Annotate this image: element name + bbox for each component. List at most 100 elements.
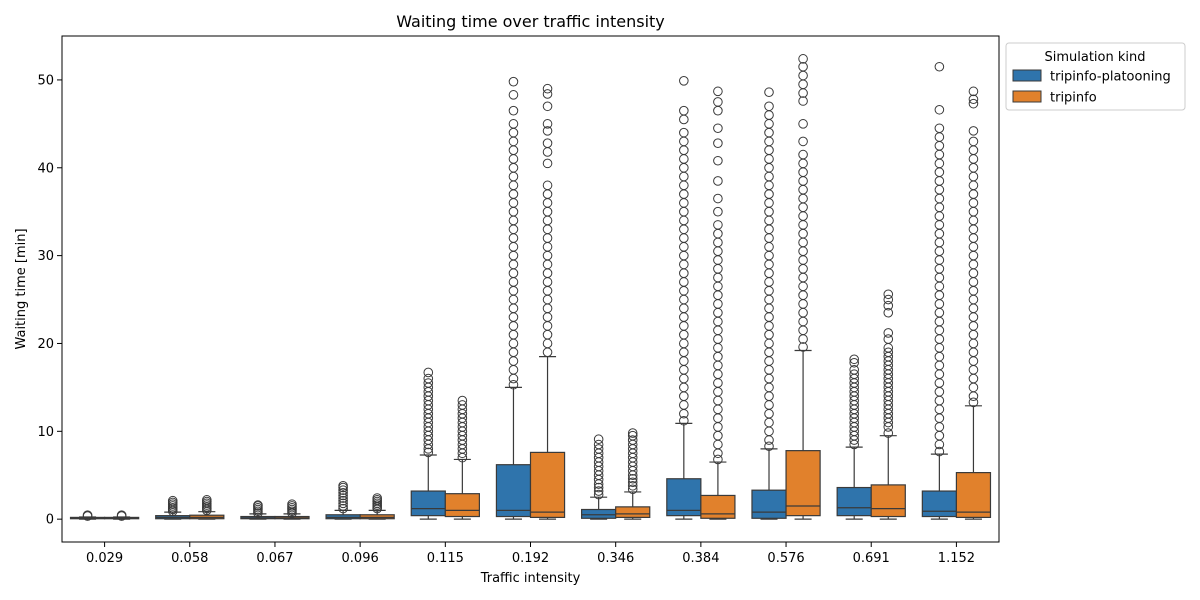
- outlier-point: [798, 96, 808, 106]
- outlier-point: [508, 76, 519, 87]
- outlier-point: [798, 193, 808, 204]
- iqr-box: [359, 514, 395, 520]
- iqr-box: [444, 493, 480, 518]
- outlier-point: [338, 485, 348, 495]
- outlier-point: [82, 510, 93, 521]
- box-tripinfo-0.576: [785, 54, 821, 520]
- outlier-point: [679, 321, 689, 331]
- outlier-point: [798, 263, 808, 274]
- outlier-point: [713, 105, 723, 116]
- outlier-point: [508, 215, 519, 226]
- outlier-point: [934, 343, 945, 353]
- outlier-point: [764, 285, 774, 296]
- outlier-point: [798, 272, 808, 283]
- outlier-point: [764, 119, 774, 129]
- outlier-point: [798, 176, 808, 186]
- outlier-point: [679, 259, 689, 270]
- outlier-point: [627, 477, 638, 488]
- outlier-point: [542, 312, 553, 322]
- outlier-point: [423, 373, 434, 384]
- outlier-point: [934, 360, 945, 371]
- outlier-point: [934, 325, 945, 336]
- outlier-point: [968, 145, 979, 156]
- outlier-point: [508, 154, 519, 164]
- outlier-point: [713, 176, 723, 186]
- outlier-point: [968, 242, 979, 252]
- outlier-point: [679, 136, 689, 147]
- plot-area: [69, 54, 992, 521]
- box-tripinfo-platooning-0.576: [751, 87, 787, 520]
- outlier-point: [764, 408, 774, 419]
- outlier-point: [679, 76, 689, 86]
- outlier-point: [508, 312, 519, 322]
- outlier-point: [542, 347, 553, 358]
- outlier-point: [679, 400, 689, 410]
- x-tick-label: 0.576: [767, 551, 804, 566]
- outlier-point: [968, 86, 979, 97]
- x-tick-label: 0.067: [256, 551, 293, 566]
- outlier-point: [764, 294, 774, 305]
- outlier-point: [679, 303, 689, 314]
- outlier-point: [542, 83, 553, 94]
- outlier-point: [679, 206, 689, 217]
- outlier-point: [764, 347, 774, 358]
- outlier-point: [713, 97, 723, 107]
- outlier-point: [713, 255, 723, 265]
- iqr-box: [785, 450, 821, 517]
- outlier-point: [764, 400, 774, 410]
- outlier-point: [883, 334, 894, 344]
- outlier-point: [508, 373, 519, 384]
- legend-frame: [1005, 42, 1186, 111]
- outlier-point: [934, 351, 945, 362]
- outlier-point: [713, 290, 723, 300]
- outlier-point: [968, 162, 979, 173]
- outlier-point: [508, 347, 519, 358]
- outlier-point: [934, 167, 945, 177]
- outlier-point: [764, 180, 774, 191]
- outlier-point: [508, 119, 519, 129]
- outlier-point: [764, 206, 774, 217]
- outlier-point: [679, 356, 689, 366]
- outlier-point: [968, 347, 979, 358]
- outlier-point: [798, 149, 808, 160]
- outlier-point: [764, 426, 774, 437]
- outlier-point: [764, 268, 774, 278]
- outlier-point: [934, 176, 945, 186]
- outlier-point: [764, 338, 774, 349]
- outlier-point: [713, 439, 723, 450]
- outlier-point: [798, 307, 808, 318]
- outlier-point: [849, 354, 859, 365]
- box-tripinfo-1.152: [955, 86, 992, 520]
- outlier-point: [593, 486, 604, 496]
- box-tripinfo-0.096: [359, 493, 395, 520]
- outlier-point: [798, 237, 808, 248]
- outlier-point: [968, 285, 979, 296]
- outlier-point: [713, 386, 723, 397]
- outlier-point: [713, 138, 723, 148]
- outlier-point: [508, 303, 519, 314]
- outlier-point: [934, 413, 945, 423]
- outlier-point: [713, 86, 723, 97]
- outlier-point: [764, 356, 774, 366]
- outlier-point: [713, 351, 723, 362]
- iqr-box: [751, 489, 787, 519]
- outlier-point: [798, 255, 808, 265]
- outlier-point: [679, 277, 689, 287]
- outlier-point: [968, 259, 979, 270]
- outlier-point: [542, 250, 553, 261]
- outlier-point: [968, 268, 979, 278]
- outlier-point: [798, 79, 808, 90]
- outlier-point: [508, 233, 519, 243]
- outlier-point: [934, 290, 945, 300]
- outlier-point: [542, 268, 553, 278]
- outlier-point: [968, 154, 979, 164]
- outlier-point: [713, 448, 723, 459]
- y-tick-label: 30: [37, 249, 54, 264]
- outlier-point: [627, 480, 638, 491]
- outlier-point: [798, 202, 808, 213]
- outlier-point: [798, 119, 808, 129]
- outlier-point: [542, 206, 553, 217]
- box-tripinfo-platooning-0.096: [325, 480, 361, 520]
- outlier-point: [713, 123, 723, 134]
- outlier-point: [679, 365, 689, 375]
